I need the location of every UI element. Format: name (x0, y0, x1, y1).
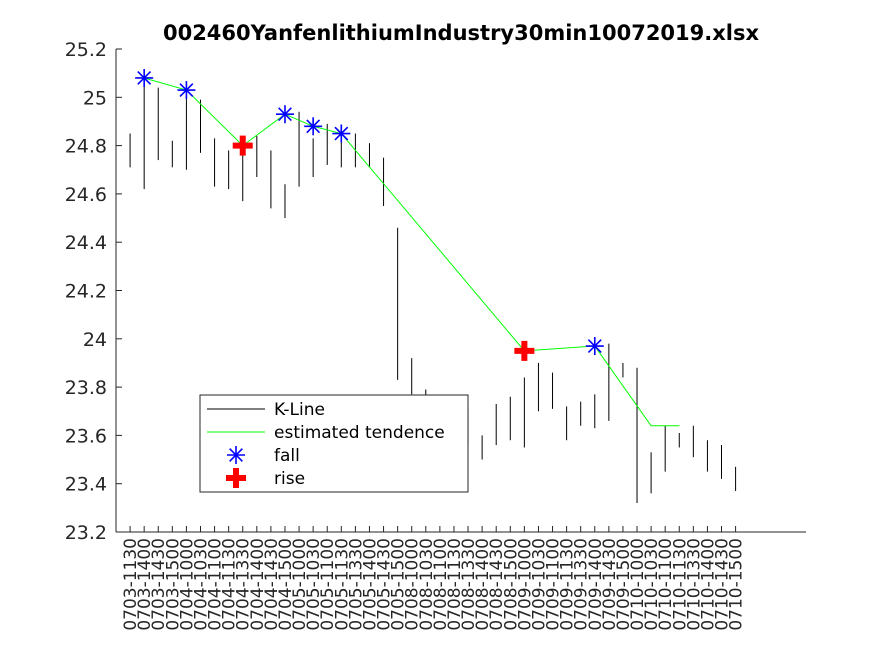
x-tick-label: 0708-1100 (431, 538, 451, 631)
x-tick-label: 0710-1030 (642, 538, 662, 631)
x-tick-label: 0704-1100 (206, 538, 226, 631)
rise-marker (232, 135, 253, 156)
fall-marker (275, 105, 294, 124)
plot-area: 23.2 23.4 23.6 23.8 24 24.2 24.4 24.6 24.8 25 25.2… (65, 39, 806, 631)
chart-title: 002460YanfenlithiumIndustry30min10072019… (163, 21, 760, 45)
x-tick-label: 0710-1000 (628, 538, 648, 631)
y-tick-label: 25 (83, 87, 107, 109)
fall-marker (332, 124, 351, 143)
x-tick-label: 0708-1330 (459, 538, 479, 631)
x-tick-label: 0703-1430 (149, 538, 169, 631)
legend-rise-label: rise (274, 469, 305, 489)
legend-rise-marker (226, 468, 246, 488)
x-tick-label: 0705-1000 (290, 538, 310, 631)
y-ticks: 23.2 23.4 23.6 23.8 24 24.2 24.4 24.6 24.8 25 25.2 (65, 39, 122, 544)
legend-tendence-label: estimated tendence (274, 423, 445, 443)
fall-marker-stroke (278, 107, 292, 122)
fall-marker-stroke (137, 71, 152, 85)
fall-markers (135, 68, 604, 356)
x-tick-label: 0709-1100 (544, 538, 564, 631)
x-tick-label: 0709-1130 (558, 538, 578, 631)
x-tick-label: 0705-1400 (360, 538, 380, 631)
x-tick-label: 0704-1500 (276, 538, 296, 631)
tendence-line (144, 77, 680, 427)
x-tick-label: 0705-1030 (304, 538, 324, 631)
legend-fall-label: fall (274, 446, 300, 466)
fall-marker (585, 337, 604, 356)
x-tick-label: 0709-1500 (614, 538, 634, 631)
legend: K-Line estimated tendence fall rise (199, 394, 469, 493)
rise-markers (232, 135, 535, 361)
x-tick-label: 0710-1500 (727, 538, 747, 631)
x-tick-label: 0705-1130 (332, 538, 352, 631)
x-tick-label: 0710-1430 (713, 538, 733, 631)
x-tick-label: 0704-1330 (234, 538, 254, 631)
y-tick-label: 24.2 (65, 281, 107, 303)
fall-marker (177, 81, 196, 100)
x-tick-label: 0704-1430 (262, 538, 282, 631)
x-tick-label: 0703-1130 (121, 538, 141, 631)
fall-marker-stroke (179, 83, 194, 97)
x-tick-label: 0708-1430 (487, 538, 507, 631)
y-tick-label: 24.8 (65, 136, 107, 158)
x-tick-label: 0705-1330 (346, 538, 366, 631)
x-tick-label: 0710-1400 (698, 538, 718, 631)
x-tick-label: 0705-1430 (375, 538, 395, 631)
y-tick-label: 23.6 (65, 425, 107, 447)
x-tick-label: 0704-1030 (191, 538, 211, 631)
legend-fall-asterisk (227, 446, 245, 464)
legend-kline-label: K-Line (274, 400, 325, 420)
y-tick-label: 23.4 (65, 474, 107, 496)
fall-marker-stroke (229, 448, 243, 462)
rise-marker (514, 340, 535, 361)
fall-marker-stroke (587, 339, 602, 353)
x-tick-label: 0705-1100 (318, 538, 338, 631)
x-tick-label: 0703-1400 (135, 538, 155, 631)
y-tick-label: 24.4 (65, 232, 107, 254)
y-tick-label: 24 (83, 329, 107, 351)
x-tick-label: 0709-1400 (586, 538, 606, 631)
y-tick-label: 24.6 (65, 184, 107, 206)
x-tick-label: 0704-1130 (220, 538, 240, 631)
x-tick-label: 0708-1130 (445, 538, 465, 631)
fall-marker-stroke (334, 126, 349, 141)
kline-series (129, 75, 737, 504)
x-tick-label: 0709-1000 (515, 538, 535, 631)
y-tick-label: 23.2 (65, 522, 107, 544)
x-tick-label: 0710-1100 (656, 538, 676, 631)
fall-marker (135, 68, 154, 87)
x-tick-label: 0708-1030 (417, 538, 437, 631)
x-tick-label: 0708-1000 (403, 538, 423, 631)
y-tick-label: 23.8 (65, 377, 107, 399)
x-tick-label: 0709-1430 (600, 538, 620, 631)
x-tick-label: 0704-1000 (177, 538, 197, 631)
x-tick-label: 0710-1330 (684, 538, 704, 631)
legend-fall-marker (227, 446, 245, 464)
fall-marker (304, 117, 323, 136)
x-tick-label: 0710-1130 (670, 538, 690, 631)
x-tick-label: 0709-1330 (572, 538, 592, 631)
x-tick-label: 0708-1400 (473, 538, 493, 631)
fall-marker-stroke (306, 119, 321, 134)
x-tick-label: 0703-1500 (163, 538, 183, 631)
x-tick-label: 0705-1500 (389, 538, 409, 631)
y-tick-label: 25.2 (65, 39, 107, 61)
x-tick-label: 0704-1400 (248, 538, 268, 631)
legend-rise-plus (226, 468, 246, 488)
x-ticks: 0703-11300703-14000703-14300703-15000704… (121, 526, 747, 631)
x-tick-label: 0709-1030 (529, 538, 549, 631)
x-tick-label: 0708-1500 (501, 538, 521, 631)
